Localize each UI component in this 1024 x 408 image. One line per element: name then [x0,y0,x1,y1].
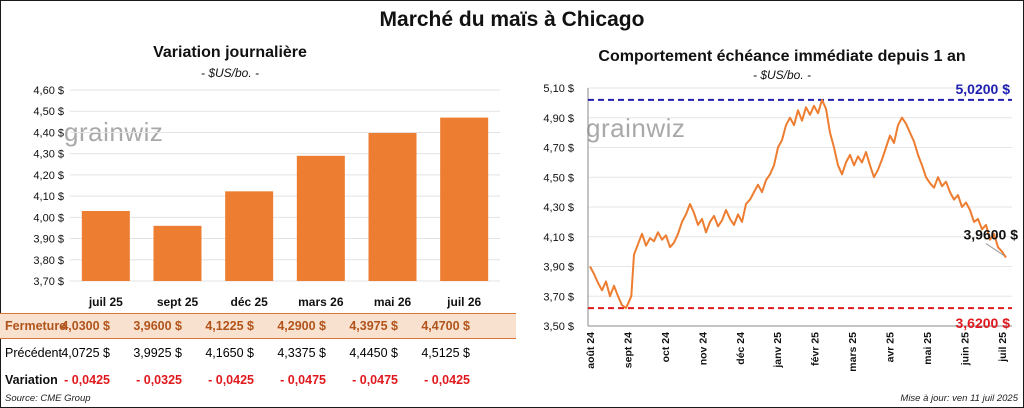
table-row-variation: Variation - 0,0425 - 0,0325 - 0,0425 - 0… [0,368,516,392]
y-tick-label: 3,90 $ [33,234,64,246]
table-cell: 4,4450 $ [349,346,398,360]
x-tick-label: mai 26 [374,295,412,309]
x-tick-label: sept 25 [157,295,199,309]
row-label: Fermeture [5,319,67,333]
left-panel-unit: - $US/bo. - [200,66,260,80]
y-tick-label: 4,30 $ [543,202,574,214]
x-tick-label: juil 26 [446,295,481,309]
y-tick-label: 4,20 $ [33,170,64,182]
y-tick-label: 4,70 $ [543,143,574,155]
table-cell: - 0,0425 [64,373,110,387]
last-value-leader [985,243,1005,256]
table-cell: 3,9600 $ [133,319,182,333]
table-cell: 4,1225 $ [205,319,254,333]
bar [153,225,202,281]
x-tick-label: mars 25 [847,332,859,372]
y-tick-label: 3,70 $ [33,276,64,288]
low-value-label: 3,6200 $ [956,315,1011,331]
table-row-fermeture: Fermeture 4,0300 $ 3,9600 $ 4,1225 $ 4,2… [0,313,516,339]
table-cell: 4,5125 $ [421,346,470,360]
update-note: Mise à jour: ven 11 juil 2025 [900,393,1018,404]
y-tick-label: 4,60 $ [33,85,64,97]
right-panel-title: Comportement échéance immédiate depuis 1… [598,48,966,65]
y-tick-label: 5,10 $ [543,83,574,95]
y-tick-label: 3,80 $ [33,255,64,267]
y-tick-label: 3,50 $ [543,321,574,333]
y-tick-label: 4,10 $ [33,191,64,203]
last-value-label: 3,9600 $ [964,227,1019,243]
x-tick-label: mai 25 [922,332,934,365]
table-cell: 4,1650 $ [205,346,254,360]
bar [225,191,274,281]
x-tick-label: févr 25 [810,332,822,366]
y-tick-label: 4,00 $ [33,212,64,224]
line-chart: 3,50 $ 3,70 $ 3,90 $ 4,10 $ 4,30 $ 4,50 $ 4,70… [543,81,1019,372]
table-cell: 4,3375 $ [277,346,326,360]
price-series-line [589,98,1007,310]
bar-chart: 3,70 $ 3,80 $ 3,90 $ 4,00 $ 4,10 $ 4,20 $ 4,30… [33,85,500,309]
table-row-precedent: Précédent 4,0725 $ 3,9925 $ 4,1650 $ 4,3… [0,341,516,365]
table-cell: - 0,0325 [136,373,182,387]
table-cell: 4,4700 $ [421,319,470,333]
bar [368,132,417,281]
high-value-label: 5,0200 $ [956,81,1011,97]
y-tick-label: 4,30 $ [33,149,64,161]
x-tick-label: déc 25 [230,295,268,309]
x-tick-label: oct 24 [660,332,672,363]
table-cell: 4,3975 $ [349,319,398,333]
row-label: Précédent [5,346,62,360]
y-tick-label: 3,70 $ [543,291,574,303]
bar [81,210,130,281]
x-tick-label: août 24 [585,332,597,369]
y-tick-label: 4,90 $ [543,113,574,125]
table-cell: 3,9925 $ [133,346,182,360]
x-tick-label: nov 24 [697,332,709,365]
x-tick-label: janv 25 [772,332,784,369]
main-title: Marché du maïs à Chicago [379,8,645,31]
y-tick-label: 4,10 $ [543,232,574,244]
x-tick-label: avr 25 [885,332,897,363]
y-tick-label: 4,50 $ [33,106,64,118]
x-tick-label: déc 24 [735,332,747,365]
right-panel-unit: - $US/bo. - [752,68,812,82]
x-tick-label: juil 25 [997,332,1009,363]
table-cell: 4,0725 $ [61,346,110,360]
y-tick-label: 4,50 $ [543,172,574,184]
table-cell: - 0,0425 [424,373,470,387]
source-note: Source: CME Group [5,393,91,404]
row-label: Variation [5,373,58,387]
x-tick-label: sept 24 [622,332,634,368]
table-cell: - 0,0425 [208,373,254,387]
table-cell: - 0,0475 [280,373,326,387]
y-tick-label: 4,40 $ [33,127,64,139]
left-panel-title: Variation journalière [153,44,307,61]
x-tick-label: juin 25 [959,332,971,366]
table-cell: 4,2900 $ [277,319,326,333]
bar [296,155,345,281]
x-tick-label: juil 25 [88,295,123,309]
y-tick-label: 3,90 $ [543,262,574,274]
bar [440,117,489,281]
x-tick-label: mars 26 [298,295,344,309]
table-cell: - 0,0475 [352,373,398,387]
table-cell: 4,0300 $ [61,319,110,333]
